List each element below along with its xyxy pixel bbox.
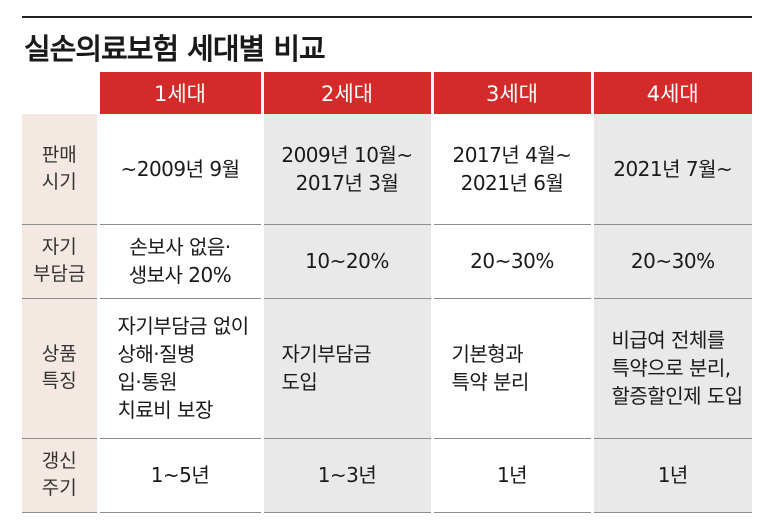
row-label-deductible: 자기 부담금 — [22, 224, 98, 299]
comparison-table: 1세대 2세대 3세대 4세대 판매 시기 ~2009년 9월 2009년 10… — [22, 72, 752, 513]
cell-line: ~2009년 9월 — [120, 156, 240, 181]
row-label-renewal-cycle: 갱신 주기 — [22, 438, 98, 513]
cell-line: 2021년 7월~ — [613, 156, 733, 181]
row-label-features: 상품 특징 — [22, 298, 98, 439]
row-sales-period: 판매 시기 ~2009년 9월 2009년 10월~ 2017년 3월 2017… — [22, 114, 752, 225]
cell-line: 20~30% — [630, 249, 715, 273]
top-rule — [22, 16, 752, 18]
label-line: 시기 — [41, 170, 77, 193]
label-line: 자기 — [41, 236, 77, 258]
cell-line: 비급여 전체를 — [611, 328, 726, 352]
cell-line: 2009년 10월~ — [281, 142, 413, 167]
cell-line: 특약으로 분리, — [611, 356, 732, 380]
cell-line: 1~5년 — [150, 463, 210, 487]
cell-gen1-renewal-cycle: 1~5년 — [96, 438, 262, 513]
cell-line: 1년 — [496, 463, 528, 487]
cell-line: 2021년 6월 — [460, 170, 564, 195]
label-line: 상품 — [41, 343, 77, 365]
cell-line: 도입 — [281, 370, 318, 394]
cell-line: 치료비 보장 — [117, 398, 214, 422]
cell-line: 손보사 없음· — [129, 235, 231, 259]
cell-line: 생보사 20% — [128, 263, 232, 287]
cell-gen3-deductible: 20~30% — [430, 224, 592, 299]
cell-line: 1년 — [657, 463, 689, 487]
cell-gen1-sales-period: ~2009년 9월 — [96, 114, 262, 225]
cell-gen2-features: 자기부담금 도입 — [260, 298, 432, 439]
header-corner — [22, 72, 98, 114]
row-renewal-cycle: 갱신 주기 1~5년 1~3년 1년 1년 — [22, 438, 752, 513]
row-features: 상품 특징 자기부담금 없이 상해·질병 입·통원 치료비 보장 자기부담금 도… — [22, 298, 752, 439]
header-gen-2: 2세대 — [260, 72, 432, 114]
cell-line: 1~3년 — [317, 463, 377, 487]
label-line: 부담금 — [33, 263, 86, 285]
row-label-sales-period: 판매 시기 — [22, 114, 98, 225]
cell-gen1-deductible: 손보사 없음· 생보사 20% — [96, 224, 262, 299]
page-title: 실손의료보험 세대별 비교 — [24, 32, 326, 66]
cell-line: 기본형과 — [451, 342, 524, 366]
label-line: 판매 — [41, 143, 77, 166]
cell-line: 20~30% — [470, 249, 554, 273]
header-gen-4: 4세대 — [590, 72, 752, 114]
cell-line: 2017년 3월 — [295, 170, 399, 195]
cell-gen4-deductible: 20~30% — [590, 224, 752, 299]
cell-gen4-renewal-cycle: 1년 — [590, 438, 752, 513]
cell-line: 10~20% — [305, 249, 389, 273]
cell-gen3-renewal-cycle: 1년 — [430, 438, 592, 513]
cell-gen3-sales-period: 2017년 4월~ 2021년 6월 — [430, 114, 592, 225]
cell-line: 상해·질병 — [117, 342, 196, 366]
header-gen-1: 1세대 — [96, 72, 262, 114]
cell-gen4-sales-period: 2021년 7월~ — [590, 114, 752, 225]
cell-gen2-deductible: 10~20% — [260, 224, 432, 299]
row-deductible: 자기 부담금 손보사 없음· 생보사 20% 10~20% 20~30% 20~… — [22, 224, 752, 299]
header-gen-3: 3세대 — [430, 72, 592, 114]
cell-line: 자기부담금 — [281, 342, 372, 366]
label-line: 주기 — [41, 477, 77, 499]
label-line: 특징 — [41, 370, 77, 392]
label-line: 갱신 — [41, 450, 77, 472]
cell-gen2-sales-period: 2009년 10월~ 2017년 3월 — [260, 114, 432, 225]
cell-line: 2017년 4월~ — [452, 142, 572, 167]
cell-gen4-features: 비급여 전체를 특약으로 분리, 할증할인제 도입 — [590, 298, 752, 439]
cell-line: 자기부담금 없이 — [117, 314, 250, 338]
cell-gen1-features: 자기부담금 없이 상해·질병 입·통원 치료비 보장 — [96, 298, 262, 439]
cell-gen2-renewal-cycle: 1~3년 — [260, 438, 432, 513]
cell-line: 할증할인제 도입 — [611, 384, 744, 408]
cell-gen3-features: 기본형과 특약 분리 — [430, 298, 592, 439]
cell-line: 입·통원 — [117, 370, 178, 394]
cell-line: 특약 분리 — [451, 370, 530, 394]
header-row: 1세대 2세대 3세대 4세대 — [22, 72, 752, 114]
